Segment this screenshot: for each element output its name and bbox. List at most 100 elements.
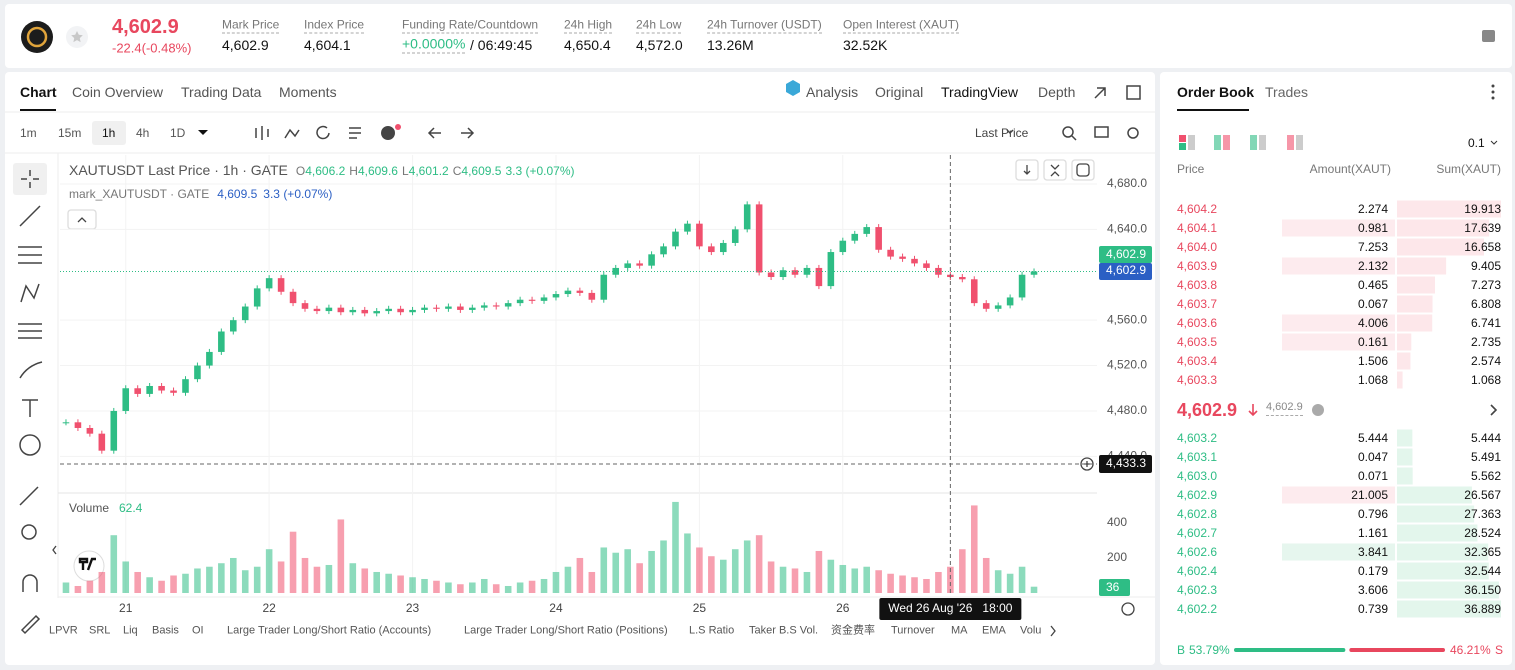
ruler-tool[interactable]: [19, 486, 39, 506]
pencil-tool[interactable]: [20, 614, 41, 635]
candle: [86, 427, 94, 434]
header-icon[interactable]: [1482, 30, 1495, 42]
y-tick-label: 4,680.0: [1107, 176, 1147, 190]
indicator[interactable]: Turnover: [891, 624, 935, 637]
replay-icon[interactable]: [316, 125, 330, 140]
indicator[interactable]: Taker B.S Vol.: [749, 624, 819, 637]
stat-label: 24h Turnover (USDT): [707, 17, 822, 34]
volume-bar: [134, 571, 141, 593]
volume-bar: [98, 571, 106, 593]
depth-bar: [1397, 562, 1489, 580]
volume-bar: [684, 533, 691, 593]
volume-tag: [1099, 579, 1130, 596]
indicator[interactable]: 资金费率: [831, 624, 875, 637]
volume-tick-label: 200: [1107, 550, 1127, 564]
text-tool[interactable]: [22, 399, 38, 417]
indicator[interactable]: L.S Ratio: [689, 624, 735, 637]
collapse-button[interactable]: [1043, 159, 1067, 181]
template-icon[interactable]: [349, 127, 361, 139]
fib-tool[interactable]: [18, 246, 42, 264]
interval[interactable]: 4h: [136, 126, 150, 140]
view-tab[interactable]: Original: [875, 84, 924, 100]
candles-icon[interactable]: [255, 126, 269, 140]
amount-highlight: [1282, 314, 1395, 332]
fullscreen-icon[interactable]: [1094, 87, 1106, 99]
indicator[interactable]: MA: [951, 624, 968, 637]
interval[interactable]: 15m: [58, 126, 82, 140]
ob-tab[interactable]: Order Book: [1177, 84, 1255, 100]
candle: [660, 246, 667, 255]
volume-bar: [86, 580, 94, 593]
price-type[interactable]: Last Price: [975, 126, 1029, 140]
chart-tab[interactable]: Trading Data: [181, 84, 262, 100]
interval[interactable]: 1h: [102, 126, 116, 140]
view-tab[interactable]: Analysis: [806, 84, 859, 100]
x-tick-label: 23: [406, 601, 420, 615]
window-icon[interactable]: [1126, 85, 1141, 100]
chart-tab[interactable]: Coin Overview: [72, 84, 164, 100]
indicator[interactable]: LPVR: [49, 624, 78, 637]
camera-icon[interactable]: [1094, 126, 1109, 138]
indicator[interactable]: Basis: [152, 624, 179, 637]
line-tool[interactable]: [19, 205, 41, 227]
view-tab[interactable]: TradingView: [941, 84, 1019, 100]
indicator[interactable]: OI: [192, 624, 204, 637]
caret: [1006, 129, 1014, 135]
indicator-scroll[interactable]: [1050, 625, 1056, 637]
chart-tab[interactable]: Chart: [20, 84, 57, 100]
settings-icon[interactable]: [1121, 602, 1135, 616]
depth-bar: [1397, 486, 1472, 504]
search-icon[interactable]: [1062, 126, 1074, 138]
volume-tag-text: 36: [1106, 580, 1120, 594]
candle: [433, 307, 440, 309]
ob-sum: 19.913: [1464, 202, 1501, 216]
indicator[interactable]: Liq: [123, 624, 138, 637]
indicator[interactable]: Large Trader Long/Short Ratio (Accounts): [227, 624, 432, 637]
precision[interactable]: 0.1: [1468, 136, 1485, 150]
volume-bar: [564, 566, 572, 593]
volume-title: Volume: [69, 501, 109, 515]
candle: [457, 306, 464, 310]
magnet-tool[interactable]: [22, 574, 38, 592]
volume-bar: [74, 585, 82, 593]
stat-label: 24h Low: [636, 17, 682, 34]
volume-bar: [994, 570, 1002, 593]
last-price-tag: [1099, 246, 1152, 263]
ob-tab[interactable]: Trades: [1265, 84, 1309, 100]
scroll-button[interactable]: [1015, 159, 1039, 181]
panel-toggle[interactable]: [52, 545, 57, 555]
indicator[interactable]: Volu: [1020, 624, 1042, 637]
volume-bar: [720, 559, 727, 593]
volume-bar: [696, 547, 703, 593]
settings-icon[interactable]: [1127, 127, 1139, 139]
indicator[interactable]: Large Trader Long/Short Ratio (Positions…: [464, 624, 668, 637]
view-tab[interactable]: Depth: [1038, 84, 1076, 100]
interval[interactable]: 1D: [170, 126, 186, 140]
volume-bar: [660, 540, 667, 593]
candle: [779, 270, 787, 278]
zoom-tool[interactable]: [21, 524, 37, 540]
volume-bar: [158, 580, 165, 593]
col-header: Sum(XAUT): [1436, 162, 1501, 176]
brush-tool[interactable]: [19, 361, 43, 379]
undo-redo[interactable]: [427, 127, 475, 139]
crosshair-price-tag: [1099, 454, 1152, 473]
candle: [194, 365, 201, 380]
reset-button[interactable]: [1071, 159, 1095, 181]
candle: [421, 307, 428, 310]
crosshair-tool[interactable]: [21, 170, 39, 188]
toolbar-icons: [255, 125, 1139, 141]
pattern-tool[interactable]: [20, 283, 40, 303]
indicator-icon[interactable]: [284, 128, 300, 139]
interval[interactable]: 1m: [20, 126, 37, 140]
ob-amount: 1.506: [1357, 354, 1388, 368]
emoji-tool[interactable]: [19, 434, 41, 456]
indicator[interactable]: SRL: [89, 624, 111, 637]
plus-icon[interactable]: [381, 126, 395, 140]
crosshair-time-tag: [879, 598, 1022, 620]
indicator[interactable]: EMA: [982, 624, 1006, 637]
chart-tab[interactable]: Moments: [279, 84, 337, 100]
projection-tool[interactable]: [18, 323, 42, 339]
candle: [982, 303, 990, 309]
tool-selected: [13, 163, 47, 195]
